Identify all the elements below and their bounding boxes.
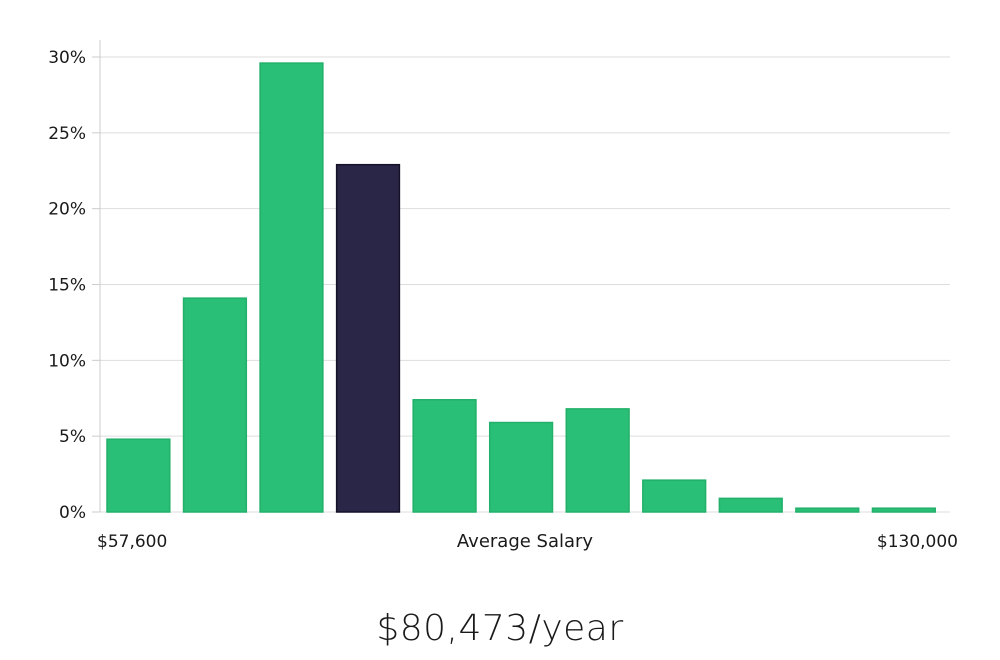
- bar: [642, 479, 707, 513]
- bar: [795, 507, 860, 513]
- bar: [871, 507, 936, 513]
- x-max-label: $130,000: [877, 532, 958, 552]
- bar: [488, 421, 554, 513]
- y-tick-label: 10%: [48, 351, 86, 371]
- y-tick-label: 25%: [48, 124, 86, 144]
- bar-highlighted: [335, 163, 401, 513]
- y-tick-label: 15%: [48, 276, 86, 296]
- bar: [106, 438, 171, 513]
- x-min-label: $57,600: [97, 532, 167, 552]
- bar: [259, 62, 324, 513]
- bar: [565, 408, 630, 513]
- x-axis-label: Average Salary: [457, 531, 594, 552]
- bar: [412, 399, 477, 513]
- y-tick-label: 20%: [48, 200, 86, 220]
- bar: [718, 497, 783, 513]
- average-salary-headline: $80,473/year: [376, 608, 624, 649]
- y-tick-label: 5%: [59, 427, 86, 447]
- bars: [106, 62, 936, 513]
- y-tick-label: 0%: [59, 503, 86, 523]
- salary-histogram-chart: 0% 5% 10% 15% 20% 25% 30% $57,600 Average Sala…: [48, 40, 958, 552]
- y-axis-ticks: 0% 5% 10% 15% 20% 25% 30%: [48, 48, 100, 523]
- bar: [182, 297, 248, 513]
- y-tick-label: 30%: [48, 48, 86, 68]
